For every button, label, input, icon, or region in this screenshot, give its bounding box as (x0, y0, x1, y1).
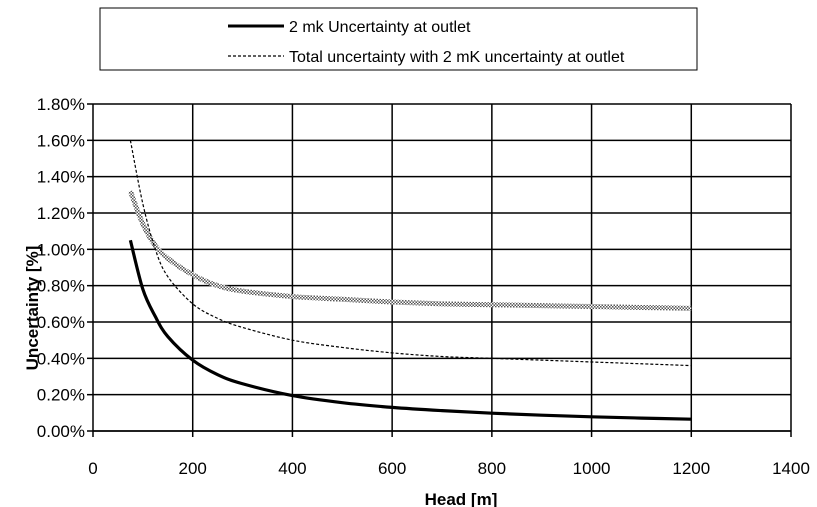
y-tick-label: 0.00% (37, 422, 85, 441)
tick-labels: 0.00% 0.20% 0.40% 0.60% 0.80% 1.00% 1.20% 1.40%… (37, 95, 810, 478)
x-tick-label: 0 (88, 459, 97, 478)
y-tick-label: 1.60% (37, 131, 85, 150)
y-axis-title: Uncertainty [%] (23, 246, 42, 371)
legend-label-series-2: Total uncertainty with 2 mK uncertainty … (289, 49, 625, 66)
y-tick-label: 1.20% (37, 204, 85, 223)
legend-label-series-1: 2 mk Uncertainty at outlet (289, 19, 471, 36)
series-line-1 (128, 239, 692, 421)
plot-area (87, 103, 792, 437)
x-tick-label: 1000 (573, 459, 611, 478)
x-tick-label: 800 (478, 459, 506, 478)
x-tick-label: 200 (179, 459, 207, 478)
y-tick-label: 1.40% (37, 168, 85, 187)
plot-background (93, 104, 791, 431)
legend-box (99, 7, 698, 71)
x-tick-label: 1400 (772, 459, 810, 478)
x-tick-label: 1200 (672, 459, 710, 478)
y-tick-label: 0.80% (37, 277, 85, 296)
y-tick-label: 0.20% (37, 386, 85, 405)
series-line-2 (129, 140, 692, 367)
y-tick-label: 0.60% (37, 313, 85, 332)
series-line-3 (128, 190, 692, 311)
x-tick-label: 600 (378, 459, 406, 478)
y-tick-label: 1.80% (37, 95, 85, 114)
y-tick-label: 1.00% (37, 240, 85, 259)
x-axis-title: Head [m] (425, 490, 498, 507)
y-tick-label: 0.40% (37, 349, 85, 368)
x-tick-label: 400 (278, 459, 306, 478)
legend: 2 mk Uncertainty at outlet Total uncerta… (99, 7, 698, 71)
